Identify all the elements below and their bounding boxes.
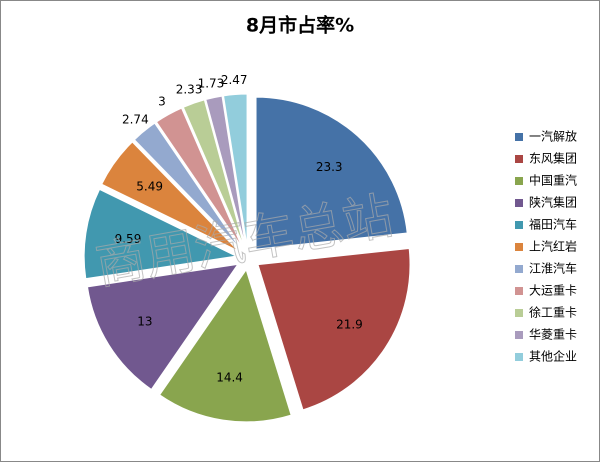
data-label: 2.74 (122, 113, 149, 127)
legend-label: 中国重汽 (529, 173, 577, 188)
legend-swatch (515, 133, 523, 141)
legend-swatch (515, 287, 523, 295)
legend-label: 福田汽车 (529, 217, 577, 232)
pie-slice (86, 263, 239, 391)
legend-label: 一汽解放 (529, 129, 577, 144)
legend-swatch (515, 265, 523, 273)
pie: 23.3 21.9 14.4 13 9.59 5.49 2.74 3 2.331.732.47 (83, 73, 411, 423)
data-label: 21.9 (336, 317, 363, 331)
data-label: 1.73 (198, 76, 225, 90)
data-label: 5.49 (136, 179, 163, 193)
pie-slice (155, 107, 243, 248)
data-label: 23.3 (316, 160, 343, 174)
legend-swatch (515, 199, 523, 207)
legend-swatch (515, 155, 523, 163)
data-label: 2.33 (176, 83, 203, 97)
pie-slice (101, 141, 239, 252)
legend-label: 东风集团 (529, 151, 577, 166)
pie-slice (255, 96, 408, 250)
legend-swatch (515, 309, 523, 317)
legend: 一汽解放东风集团中国重汽陕汽集团福田汽车上汽红岩江淮汽车大运重卡徐工重卡华菱重卡… (515, 129, 577, 364)
legend-label: 陕汽集团 (529, 195, 577, 210)
data-label: 13 (137, 315, 152, 329)
data-label: 9.59 (115, 232, 142, 246)
legend-label: 其他企业 (529, 349, 577, 364)
pie-slice (222, 93, 248, 247)
pie-slice (83, 188, 238, 280)
legend-swatch (515, 177, 523, 185)
pie-slice (205, 95, 246, 247)
pie-slice (257, 247, 411, 411)
legend-swatch (515, 221, 523, 229)
legend-label: 上汽红岩 (529, 239, 577, 254)
legend-label: 徐工重卡 (529, 305, 577, 320)
legend-label: 华菱重卡 (529, 328, 577, 342)
data-label: 2.47 (221, 73, 248, 87)
pie-slice (182, 99, 245, 247)
legend-swatch (515, 331, 523, 339)
legend-label: 大运重卡 (529, 284, 577, 298)
data-label: 14.4 (216, 371, 243, 385)
legend-swatch (515, 353, 523, 361)
legend-label: 江淮汽车 (529, 261, 577, 276)
pie-slice (159, 268, 292, 423)
pie-slice (133, 122, 241, 250)
chart-title: 8月市占率% (246, 14, 354, 37)
legend-swatch (515, 243, 523, 251)
data-label: 3 (158, 95, 166, 109)
